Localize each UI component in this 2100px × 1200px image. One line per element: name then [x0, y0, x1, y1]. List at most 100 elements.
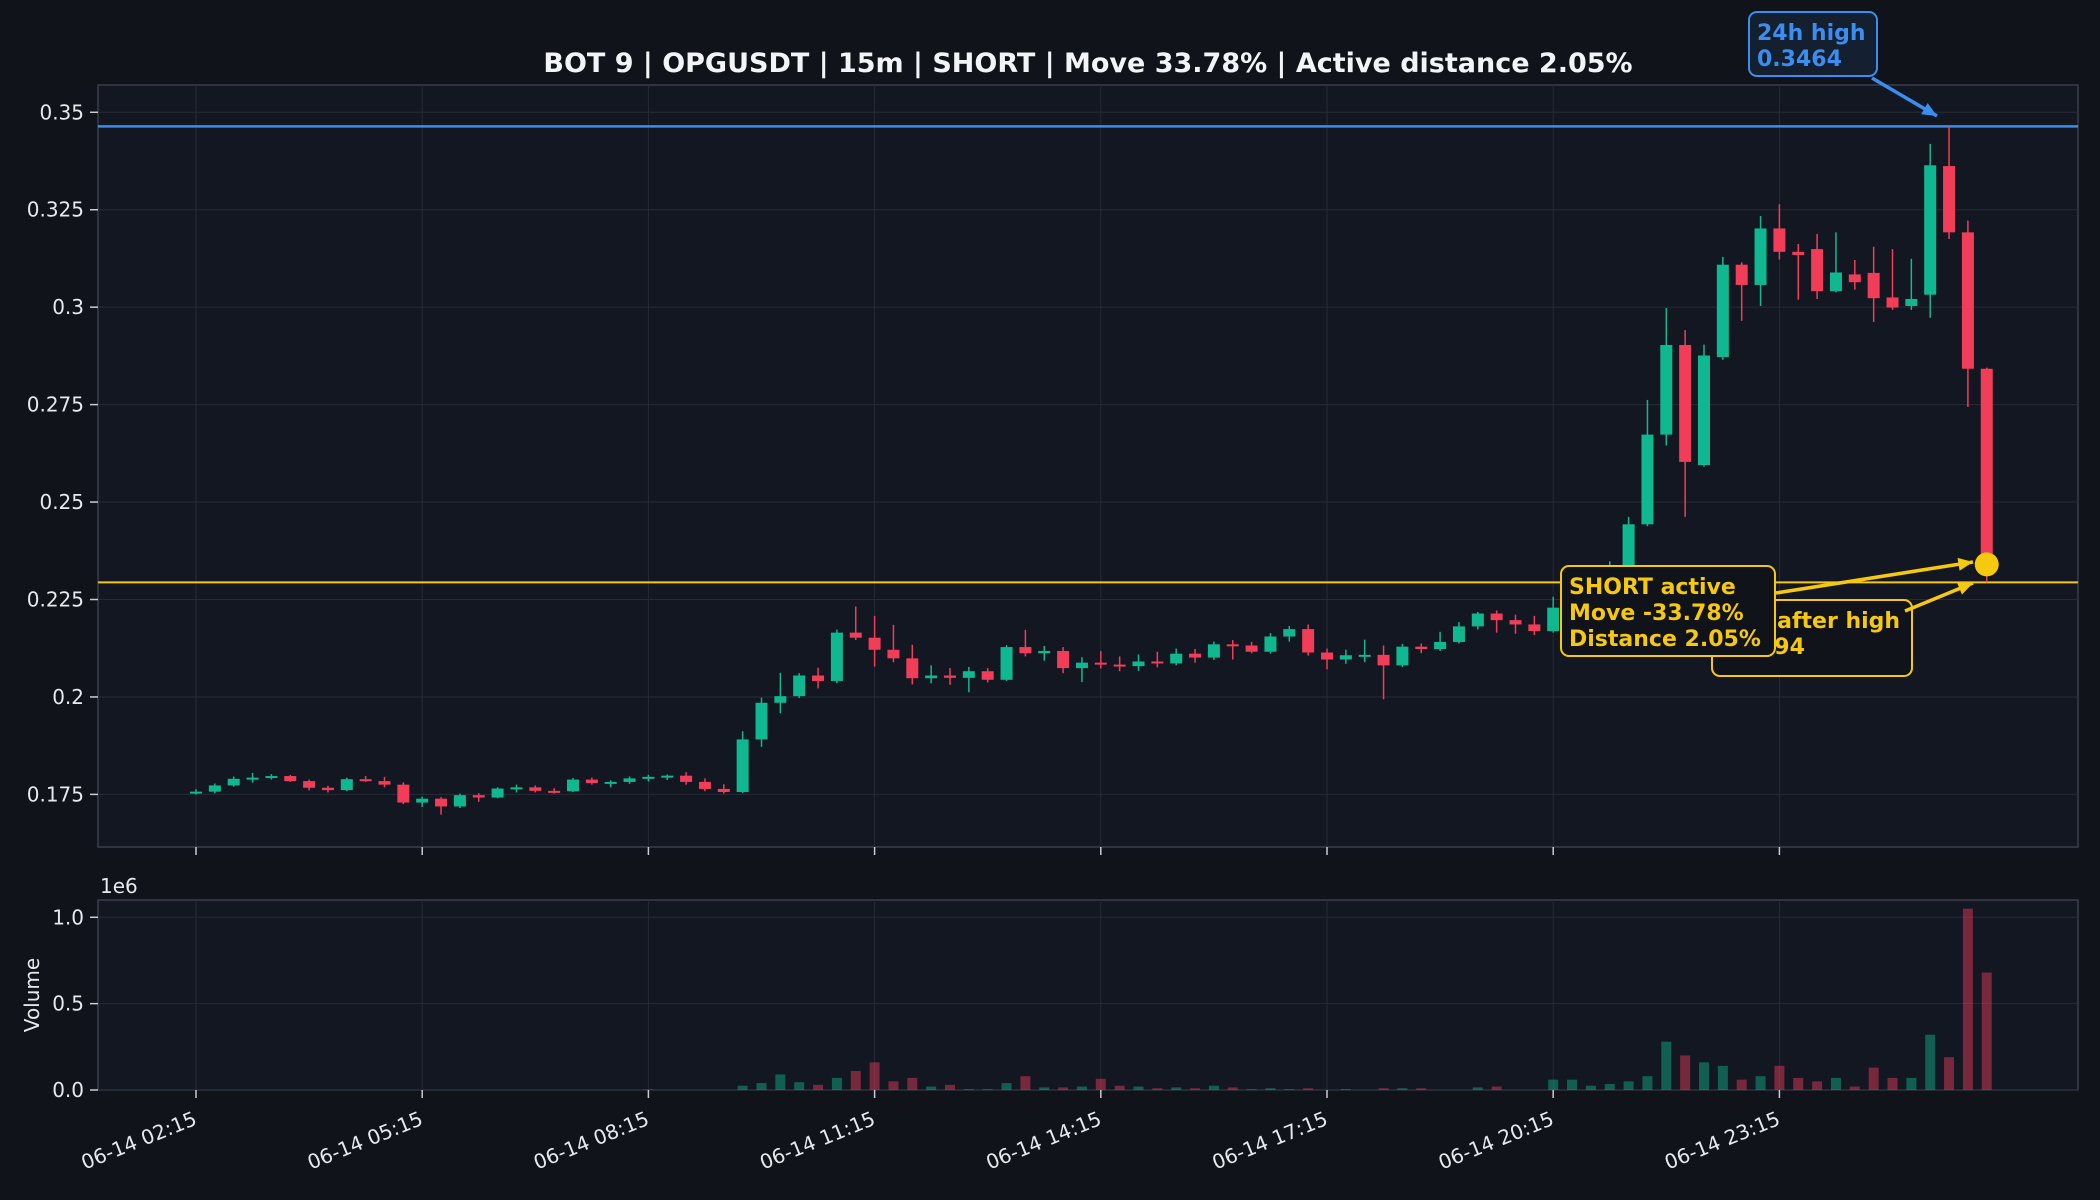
candle-up [340, 779, 353, 791]
candle-down [1773, 228, 1786, 252]
candle-up [1207, 644, 1220, 658]
candle-up [925, 675, 938, 679]
volume-bar [1284, 1089, 1295, 1090]
volume-bar [1699, 1062, 1709, 1090]
candle-up [1905, 298, 1918, 306]
candle-up [1698, 355, 1710, 466]
volume-bar [945, 1084, 955, 1090]
candle-up [1754, 228, 1767, 285]
candle-down [1792, 251, 1805, 255]
candle-down [1321, 652, 1333, 660]
volume-bar [888, 1081, 899, 1090]
volume-bar [1246, 1089, 1257, 1090]
candle-up [1132, 661, 1145, 667]
candle-up [265, 776, 278, 779]
candle-down [1886, 297, 1899, 308]
volume-bar [1868, 1067, 1879, 1090]
candle-up [1000, 647, 1013, 680]
volume-tick-label: 0.5 [52, 992, 84, 1016]
candle-up [1434, 641, 1447, 649]
candle-up [604, 781, 617, 784]
candle-up [453, 795, 466, 807]
volume-bar [1736, 1079, 1747, 1090]
candle-up [830, 632, 843, 681]
time-tick-label: 06-14 05:15 [304, 1106, 426, 1174]
candle-down [981, 671, 994, 680]
volume-bar [1604, 1083, 1615, 1090]
active-annotation-box [1560, 565, 1776, 657]
candle-down [1094, 662, 1107, 665]
active-annotation-text: Move -33.78% [1569, 601, 1744, 626]
volume-panel [97, 899, 2079, 1091]
volume-bar [907, 1077, 918, 1090]
volume-bar [1567, 1079, 1578, 1090]
volume-bar [1661, 1041, 1672, 1090]
time-tick-label: 06-14 14:15 [982, 1106, 1104, 1174]
candle-up [1924, 165, 1937, 295]
candle-down [1057, 650, 1070, 669]
time-tick-label: 06-14 08:15 [530, 1106, 652, 1174]
volume-bar [1925, 1034, 1936, 1090]
candle-down [717, 788, 730, 793]
volume-bar [1793, 1077, 1804, 1090]
volume-bar [1303, 1088, 1314, 1090]
candle-down [944, 675, 956, 678]
candle-up [1547, 607, 1560, 632]
volume-bar [1001, 1083, 1012, 1090]
volume-bars [643, 908, 1992, 1090]
price-tick-label: 0.325 [27, 198, 84, 222]
volume-bar [1774, 1065, 1785, 1090]
volume-bar [1944, 1057, 1955, 1090]
candle-down [849, 632, 862, 638]
candle-up [1283, 629, 1296, 637]
candle-up [1452, 626, 1465, 642]
volume-bar [869, 1062, 880, 1090]
candle-down [1943, 166, 1956, 233]
volume-tick-label: 0.0 [52, 1078, 84, 1102]
entry-marker [1974, 552, 1999, 577]
candle-down [698, 781, 711, 789]
volume-bar [963, 1089, 974, 1090]
volume-bar [1114, 1085, 1125, 1090]
candle-down [435, 798, 448, 807]
volume-bar [1887, 1077, 1898, 1090]
volume-scale-label: 1e6 [100, 874, 138, 898]
candle-down [585, 779, 598, 784]
price-tick-label: 0.25 [39, 490, 84, 514]
candle-down [321, 787, 334, 791]
volume-bar [1378, 1088, 1389, 1090]
candle-down [378, 781, 391, 785]
candle-down [397, 784, 410, 803]
candle-down [887, 649, 900, 659]
candle-down [1811, 249, 1824, 292]
candle-down [1377, 654, 1390, 666]
time-tick-label: 06-14 11:15 [756, 1106, 878, 1174]
candle-up [1038, 650, 1051, 654]
candle-up [1660, 344, 1673, 435]
price-panel [97, 84, 2079, 848]
volume-bar [1265, 1088, 1276, 1090]
candle-down [359, 779, 372, 782]
candle-down [472, 795, 485, 798]
high-annotation-box [1748, 11, 1878, 77]
volume-bar [1058, 1087, 1069, 1090]
volume-bar [1981, 972, 1992, 1090]
volume-bar [1812, 1081, 1823, 1090]
volume-bar [1491, 1086, 1502, 1090]
candle-up [774, 696, 787, 703]
candle-down [680, 775, 693, 782]
volume-bar [1095, 1078, 1106, 1090]
candle-up [1622, 524, 1635, 566]
high-annotation-text: 24h high [1757, 21, 1866, 46]
candle-up [1829, 272, 1842, 292]
candle-up [510, 787, 523, 790]
volume-bar [1623, 1081, 1634, 1090]
candle-up [736, 739, 749, 793]
high-annotation-text: 0.3464 [1757, 47, 1842, 72]
price-tick-label: 0.2 [52, 685, 84, 709]
candle-down [1302, 629, 1315, 653]
candle-down [1848, 274, 1861, 283]
candle-up [755, 702, 768, 740]
price-tick-label: 0.175 [27, 782, 84, 806]
